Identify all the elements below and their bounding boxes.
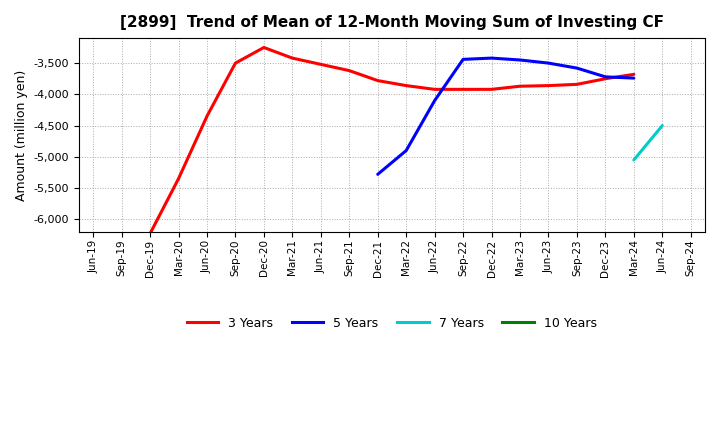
5 Years (572, 66, 581, 71)
3 Years (202, 114, 211, 119)
3 Years (317, 62, 325, 67)
3 Years (487, 87, 496, 92)
5 Years (601, 74, 610, 80)
5 Years (459, 57, 467, 62)
3 Years (288, 55, 297, 61)
3 Years (629, 72, 638, 77)
7 Years (629, 158, 638, 163)
3 Years (231, 60, 240, 66)
3 Years (402, 83, 410, 88)
Line: 7 Years: 7 Years (634, 125, 662, 160)
5 Years (431, 98, 439, 103)
3 Years (174, 176, 183, 181)
Line: 3 Years: 3 Years (93, 48, 634, 234)
5 Years (544, 60, 553, 66)
3 Years (516, 84, 524, 89)
3 Years (89, 231, 97, 236)
3 Years (117, 231, 126, 236)
Line: 5 Years: 5 Years (378, 58, 634, 174)
5 Years (629, 75, 638, 81)
5 Years (487, 55, 496, 61)
3 Years (601, 76, 610, 81)
3 Years (544, 83, 553, 88)
Title: [2899]  Trend of Mean of 12-Month Moving Sum of Investing CF: [2899] Trend of Mean of 12-Month Moving … (120, 15, 664, 30)
7 Years (658, 123, 667, 128)
3 Years (260, 45, 269, 50)
3 Years (572, 82, 581, 87)
5 Years (516, 57, 524, 62)
5 Years (402, 148, 410, 153)
3 Years (431, 87, 439, 92)
3 Years (145, 231, 154, 236)
3 Years (345, 68, 354, 73)
Y-axis label: Amount (million yen): Amount (million yen) (15, 70, 28, 201)
Legend: 3 Years, 5 Years, 7 Years, 10 Years: 3 Years, 5 Years, 7 Years, 10 Years (182, 312, 602, 335)
3 Years (374, 78, 382, 83)
3 Years (459, 87, 467, 92)
5 Years (374, 172, 382, 177)
